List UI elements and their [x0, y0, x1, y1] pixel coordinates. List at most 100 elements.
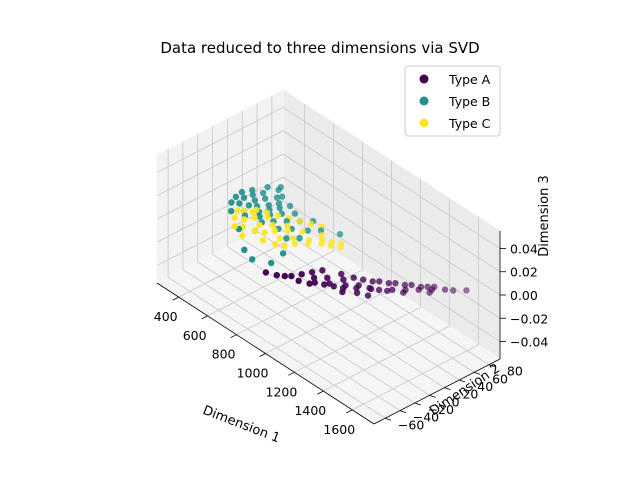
point-type-b	[249, 191, 256, 199]
point-type-c	[241, 207, 248, 215]
point-type-a	[295, 277, 302, 284]
z-grid-side	[156, 176, 284, 243]
point-type-b	[291, 210, 299, 217]
point-type-a	[463, 287, 470, 294]
x-tick-mark	[201, 315, 208, 320]
y-tick-mark	[429, 394, 436, 398]
point-type-a	[340, 276, 347, 283]
point-type-b	[249, 256, 256, 263]
point-type-b	[262, 195, 269, 202]
y-grid-floor	[271, 223, 490, 366]
z-axis-label: Dimension 3	[537, 175, 552, 257]
point-type-b	[238, 188, 246, 196]
y-tick-mark	[384, 417, 392, 421]
y-tick-label: 40	[477, 379, 493, 394]
legend-label-type-c: Type C	[448, 116, 491, 131]
point-type-c	[234, 207, 241, 215]
point-type-a	[306, 280, 313, 287]
point-type-c	[231, 223, 238, 230]
point-type-c	[249, 208, 256, 216]
point-type-a	[400, 289, 407, 296]
y-grid-floor	[242, 238, 460, 381]
x-tick-mark	[346, 409, 353, 414]
point-type-a	[321, 281, 328, 288]
x-grid-floor	[265, 288, 392, 354]
y-tick-label: 0	[452, 394, 460, 409]
point-type-a	[310, 274, 318, 282]
point-type-a	[415, 286, 422, 293]
x-tick-label: 1000	[237, 366, 269, 381]
point-type-a	[389, 286, 396, 293]
point-type-a	[353, 284, 360, 292]
point-type-c	[284, 227, 292, 234]
point-type-a	[360, 276, 367, 283]
y-tick-mark	[414, 402, 421, 406]
x-tick-label: 1600	[323, 422, 355, 437]
y-axis-line	[373, 358, 501, 425]
point-type-c	[272, 240, 279, 248]
y-tick-label: 20	[462, 387, 478, 402]
z-grid-back	[282, 107, 501, 249]
point-type-a	[384, 287, 391, 294]
point-type-a	[450, 287, 457, 294]
point-type-c	[263, 209, 271, 216]
x-tick-label: 400	[154, 309, 178, 324]
point-type-b	[240, 194, 248, 201]
point-type-c	[271, 227, 278, 234]
point-type-a	[273, 272, 280, 279]
legend-label-type-b: Type B	[448, 94, 490, 109]
point-type-b	[296, 235, 303, 242]
x-tick-mark	[288, 371, 295, 376]
point-type-a	[375, 286, 383, 294]
point-type-b	[265, 202, 272, 209]
y-tick-label: −60	[398, 417, 424, 432]
legend-frame	[404, 65, 501, 137]
point-type-a	[262, 269, 270, 276]
point-type-c	[284, 222, 291, 230]
point-type-a	[441, 286, 449, 293]
point-type-a	[376, 278, 383, 285]
y-tick-mark	[459, 379, 466, 383]
point-type-c	[251, 214, 258, 221]
z-axis-ticks: −0.04 −0.02 0.00 0.02 0.04	[500, 241, 548, 350]
point-type-c	[259, 237, 267, 244]
point-type-c	[274, 212, 282, 219]
point-type-c	[276, 235, 283, 242]
point-type-c	[231, 214, 238, 221]
point-type-b	[251, 197, 259, 204]
point-type-b	[275, 200, 283, 207]
x-tick-label: 600	[183, 328, 207, 343]
z-grid-back	[282, 200, 501, 342]
x-tick-mark	[230, 334, 237, 339]
point-type-c	[318, 232, 325, 239]
legend-marker-type-c	[419, 118, 429, 128]
point-type-c	[269, 221, 276, 229]
point-type-c	[281, 242, 288, 249]
point-type-b	[276, 204, 283, 212]
point-type-a	[326, 280, 333, 287]
point-type-c	[251, 227, 259, 234]
y-tick-mark	[444, 387, 451, 391]
y-grid-floor	[167, 276, 386, 419]
z-tick-label: −0.04	[510, 335, 548, 350]
data-points	[228, 184, 470, 299]
y-grid-floor	[212, 253, 430, 396]
point-type-b	[304, 227, 311, 234]
point-type-b	[228, 199, 235, 206]
point-type-a	[308, 269, 316, 276]
point-type-c	[289, 235, 297, 242]
point-type-a	[424, 283, 431, 290]
y-tick-mark	[399, 410, 407, 413]
point-type-a	[288, 272, 295, 280]
point-type-b	[275, 186, 282, 194]
y-tick-label: 80	[507, 364, 523, 379]
point-type-a	[426, 289, 433, 296]
point-type-b	[278, 193, 286, 200]
point-type-a	[324, 274, 331, 281]
z-tick-label: −0.02	[510, 311, 548, 326]
point-type-c	[327, 242, 335, 249]
legend-marker-type-a	[419, 74, 429, 84]
